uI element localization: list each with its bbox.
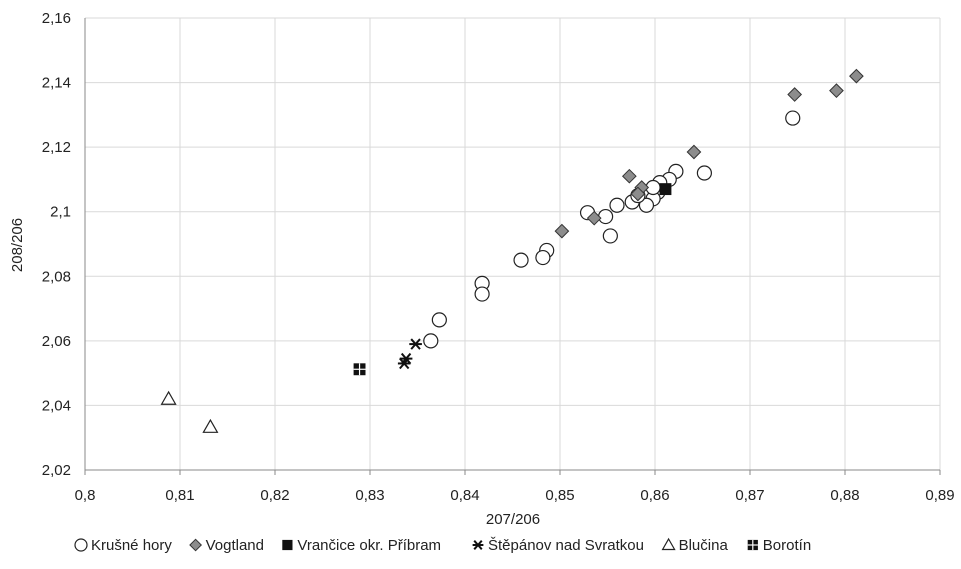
x-tick-label: 0,85 bbox=[545, 487, 574, 504]
y-axis-title: 208/206 bbox=[9, 218, 26, 272]
data-points bbox=[160, 68, 864, 433]
data-point-circle-open bbox=[602, 228, 618, 244]
y-tick-label: 2,14 bbox=[42, 75, 71, 92]
legend-item: Štěpánov nad Svratkou bbox=[472, 537, 644, 554]
data-point-square-filled bbox=[659, 183, 672, 196]
x-tick-label: 0,81 bbox=[165, 487, 194, 504]
data-point-circle-open bbox=[474, 286, 490, 302]
legend-marker bbox=[74, 538, 88, 552]
legend-marker bbox=[661, 537, 676, 551]
data-point-circle-open bbox=[431, 312, 447, 328]
x-tick-label: 0,88 bbox=[830, 487, 859, 504]
data-point-diamond bbox=[829, 83, 844, 98]
data-point-diamond bbox=[787, 87, 803, 102]
legend-item: Borotín bbox=[747, 537, 811, 554]
data-point-diamond bbox=[586, 210, 602, 226]
y-tick-label: 2,08 bbox=[42, 268, 71, 285]
data-point-circle-open bbox=[597, 208, 614, 225]
x-tick-label: 0,84 bbox=[450, 487, 479, 504]
grid-lines bbox=[85, 17, 941, 470]
legend-marker bbox=[747, 539, 758, 551]
data-point-star bbox=[397, 357, 411, 370]
data-point-star bbox=[409, 338, 422, 350]
x-tick-label: 0,83 bbox=[355, 487, 384, 504]
data-point-circle-open bbox=[638, 197, 655, 213]
legend: Krušné hory Vogtland Vrančice okr. Příbram… bbox=[74, 537, 811, 554]
data-point-square-pattern bbox=[353, 363, 366, 376]
data-point-diamond bbox=[621, 168, 637, 184]
legend-label: Štěpánov nad Svratkou bbox=[488, 537, 644, 554]
legend-label: Vrančice okr. Příbram bbox=[297, 537, 441, 554]
data-point-triangle-open bbox=[202, 418, 219, 433]
y-tick-label: 2,02 bbox=[42, 462, 71, 479]
y-tick-label: 2,1 bbox=[50, 204, 71, 221]
legend-marker bbox=[282, 539, 293, 551]
data-point-diamond bbox=[554, 223, 570, 239]
legend-marker bbox=[472, 540, 484, 550]
legend-marker bbox=[189, 538, 203, 552]
x-axis-title: 207/206 bbox=[486, 511, 540, 528]
data-point-diamond bbox=[849, 68, 864, 84]
x-tick-label: 0,86 bbox=[640, 487, 669, 504]
legend-item: Blučina bbox=[661, 537, 729, 554]
y-tick-label: 2,06 bbox=[42, 333, 71, 350]
y-tick-label: 2,12 bbox=[42, 139, 71, 156]
data-point-diamond bbox=[686, 144, 702, 160]
x-tick-label: 0,89 bbox=[925, 487, 954, 504]
data-point-triangle-open bbox=[160, 390, 177, 405]
data-point-circle-open bbox=[609, 197, 625, 213]
data-point-circle-open bbox=[535, 249, 551, 266]
tick-labels: 0,8 0,81 0,82 0,83 0,84 0,85 0,86 0,87 0,88 0,89 2… bbox=[42, 10, 955, 504]
legend-label: Krušné hory bbox=[91, 537, 172, 554]
data-point-diamond bbox=[630, 186, 646, 202]
data-point-circle-open bbox=[785, 110, 801, 126]
y-tick-label: 2,16 bbox=[42, 10, 71, 27]
data-point-circle-open bbox=[423, 333, 439, 349]
y-tick-label: 2,04 bbox=[42, 397, 71, 414]
legend-label: Vogtland bbox=[206, 537, 264, 554]
legend-label: Borotín bbox=[763, 537, 811, 554]
legend-item: Krušné hory bbox=[74, 537, 172, 554]
data-point-circle-open bbox=[513, 252, 529, 268]
legend-item: Vrančice okr. Příbram bbox=[282, 537, 441, 554]
x-tick-label: 0,82 bbox=[260, 487, 289, 504]
x-tick-label: 0,87 bbox=[735, 487, 764, 504]
axes bbox=[84, 18, 941, 475]
x-tick-label: 0,8 bbox=[75, 487, 96, 504]
legend-item: Vogtland bbox=[189, 537, 264, 554]
legend-label: Blučina bbox=[679, 537, 729, 554]
data-point-circle-open bbox=[696, 165, 713, 181]
